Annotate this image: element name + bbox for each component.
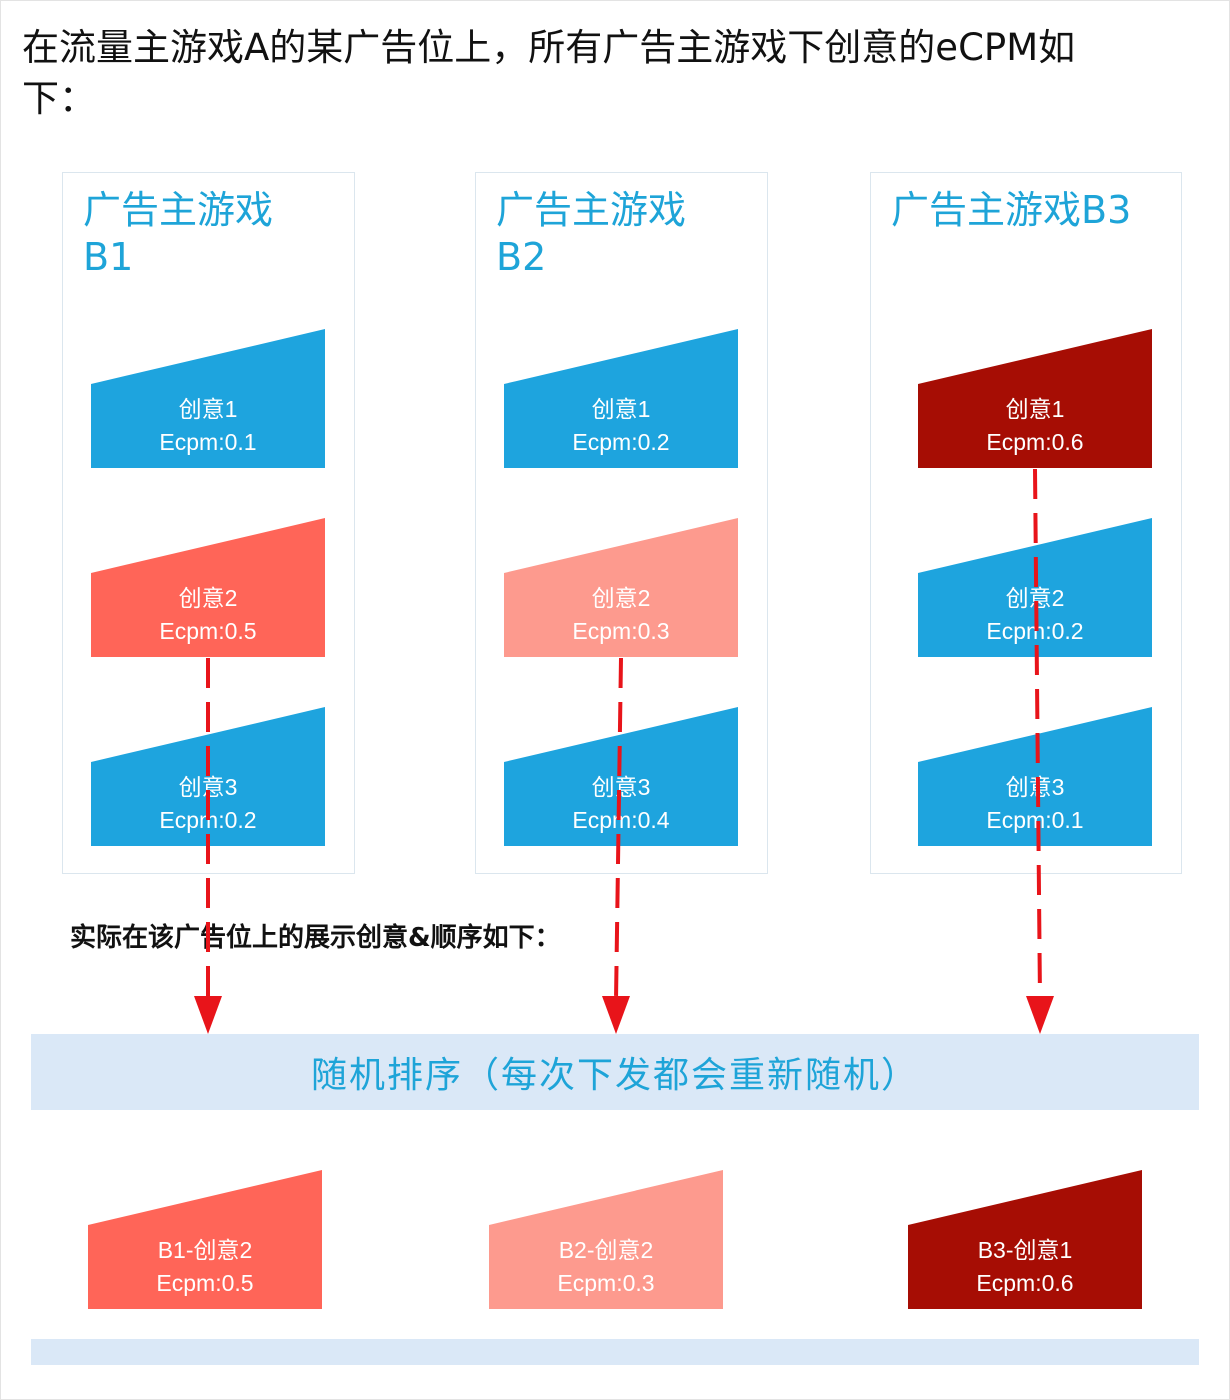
card-shape — [489, 1170, 723, 1309]
shuffle-band: 随机排序（每次下发都会重新随机） — [31, 1034, 1199, 1110]
creative-ecpm: Ecpm:0.4 — [572, 807, 670, 833]
card-shape — [91, 329, 325, 468]
creative-ecpm: Ecpm:0.5 — [159, 618, 257, 644]
creative-card: 创意2 Ecpm:0.5 — [91, 518, 325, 657]
card-shape — [908, 1170, 1142, 1309]
card-label: 创意3 Ecpm:0.2 — [91, 771, 325, 837]
creative-ecpm: Ecpm:0.2 — [159, 807, 257, 833]
creative-card: 创意1 Ecpm:0.2 — [504, 329, 738, 468]
creative-card: 创意2 Ecpm:0.2 — [918, 518, 1152, 657]
card-label: B1-创意2 Ecpm:0.5 — [88, 1234, 322, 1300]
shuffle-band-label: 随机排序（每次下发都会重新随机） — [310, 1055, 919, 1096]
creative-card: 创意3 Ecpm:0.4 — [504, 707, 738, 846]
result-card: B3-创意1 Ecpm:0.6 — [908, 1170, 1142, 1309]
creative-card: 创意3 Ecpm:0.2 — [91, 707, 325, 846]
card-label: 创意3 Ecpm:0.4 — [504, 771, 738, 837]
result-ecpm: Ecpm:0.5 — [156, 1270, 254, 1296]
creative-name: 创意1 — [1005, 396, 1065, 422]
card-label: 创意2 Ecpm:0.5 — [91, 582, 325, 648]
card-shape — [91, 518, 325, 657]
result-name: B1-创意2 — [157, 1237, 253, 1263]
creative-card: 创意1 Ecpm:0.6 — [918, 329, 1152, 468]
result-card: B2-创意2 Ecpm:0.3 — [489, 1170, 723, 1309]
creative-ecpm: Ecpm:0.3 — [572, 618, 670, 644]
creative-ecpm: Ecpm:0.1 — [986, 807, 1084, 833]
result-caption: 实际在该广告位上的展示创意&顺序如下： — [70, 923, 561, 953]
result-ecpm: Ecpm:0.6 — [976, 1270, 1074, 1296]
card-shape — [88, 1170, 322, 1309]
result-name: B2-创意2 — [558, 1237, 654, 1263]
card-label: 创意2 Ecpm:0.2 — [918, 582, 1152, 648]
page-title: 在流量主游戏A的某广告位上，所有广告主游戏下创意的eCPM如下： — [22, 26, 1076, 120]
panel-title: 广告主游戏 B2 — [496, 188, 687, 279]
creative-card: 创意3 Ecpm:0.1 — [918, 707, 1152, 846]
bottom-band — [31, 1339, 1199, 1365]
card-label: 创意2 Ecpm:0.3 — [504, 582, 738, 648]
result-card: B1-创意2 Ecpm:0.5 — [88, 1170, 322, 1309]
creative-ecpm: Ecpm:0.2 — [572, 429, 670, 455]
result-name: B3-创意1 — [977, 1237, 1073, 1263]
result-ecpm: Ecpm:0.3 — [557, 1270, 655, 1296]
creative-name: 创意2 — [178, 585, 238, 611]
panel-title: 广告主游戏B3 — [891, 188, 1132, 232]
creative-name: 创意2 — [1005, 585, 1065, 611]
card-label: B3-创意1 Ecpm:0.6 — [908, 1234, 1142, 1300]
creative-name: 创意2 — [591, 585, 651, 611]
creative-ecpm: Ecpm:0.2 — [986, 618, 1084, 644]
creative-name: 创意3 — [591, 774, 651, 800]
card-label: 创意1 Ecpm:0.2 — [504, 393, 738, 459]
card-label: 创意1 Ecpm:0.1 — [91, 393, 325, 459]
creative-ecpm: Ecpm:0.6 — [986, 429, 1084, 455]
card-shape — [504, 329, 738, 468]
creative-card: 创意1 Ecpm:0.1 — [91, 329, 325, 468]
card-shape — [504, 518, 738, 657]
creative-name: 创意1 — [178, 396, 238, 422]
card-label: B2-创意2 Ecpm:0.3 — [489, 1234, 723, 1300]
panel-title: 广告主游戏 B1 — [83, 188, 274, 279]
creative-name: 创意1 — [591, 396, 651, 422]
card-shape — [918, 329, 1152, 468]
card-label: 创意3 Ecpm:0.1 — [918, 771, 1152, 837]
card-label: 创意1 Ecpm:0.6 — [918, 393, 1152, 459]
creative-card: 创意2 Ecpm:0.3 — [504, 518, 738, 657]
creative-ecpm: Ecpm:0.1 — [159, 429, 257, 455]
creative-name: 创意3 — [178, 774, 238, 800]
creative-name: 创意3 — [1005, 774, 1065, 800]
